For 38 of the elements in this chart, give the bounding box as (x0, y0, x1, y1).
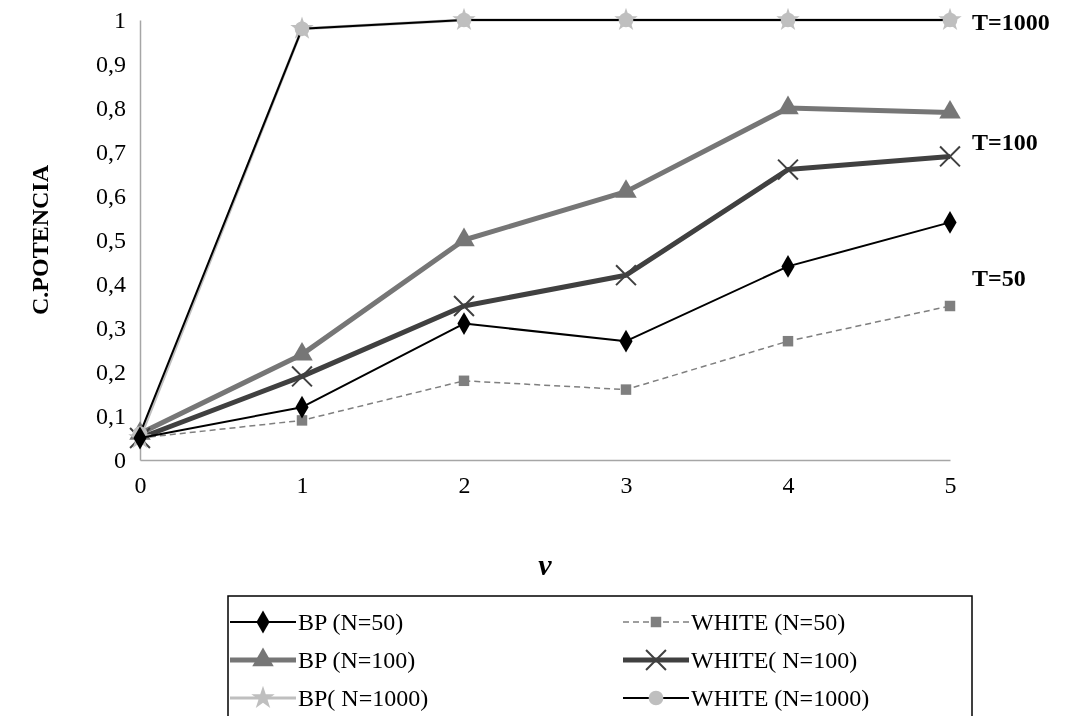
x-tick-label: 0 (134, 472, 147, 499)
y-tick-label: 1 (114, 7, 126, 34)
point (620, 384, 632, 395)
point (615, 264, 637, 287)
y-tick-label: 0,2 (96, 359, 126, 386)
y-tick-label: 0,6 (96, 183, 126, 210)
y-tick-label: 0,5 (96, 227, 126, 254)
y-tick-label: 0,1 (96, 403, 126, 430)
x-axis-title: v (538, 548, 553, 581)
x-tick-label: 1 (296, 472, 309, 499)
legend-label: WHITE (N=50) (691, 609, 846, 635)
legend-label: BP (N=100) (298, 647, 416, 673)
point (291, 365, 313, 388)
legend-label: WHITE (N=1000) (691, 685, 870, 711)
point (944, 300, 956, 312)
point (296, 415, 308, 426)
text: T=1000 (972, 9, 1050, 35)
point (453, 295, 475, 317)
x-tick-label: 5 (944, 472, 957, 499)
x-tick-label: 4 (782, 472, 795, 499)
y-axis-title: C.POTENCIA (27, 164, 53, 316)
point (777, 158, 799, 181)
y-tick-label: 0,7 (96, 139, 126, 166)
y-tick-label: 0 (114, 447, 126, 474)
legend-label: BP( N=1000) (298, 685, 429, 711)
point (458, 375, 470, 387)
point (939, 145, 961, 168)
text: T=100 (972, 129, 1038, 155)
text: T=50 (972, 265, 1026, 291)
y-tick-label: 0,8 (96, 95, 126, 122)
x-tick-label: 2 (458, 472, 471, 499)
y-tick-label: 0,3 (96, 315, 126, 342)
x-tick-label: 3 (620, 472, 633, 499)
y-tick-label: 0,9 (96, 51, 126, 78)
legend-label: WHITE( N=100) (691, 647, 858, 673)
y-tick-label: 0,4 (96, 271, 126, 298)
point (782, 335, 794, 347)
legend-label: BP (N=50) (298, 609, 404, 635)
